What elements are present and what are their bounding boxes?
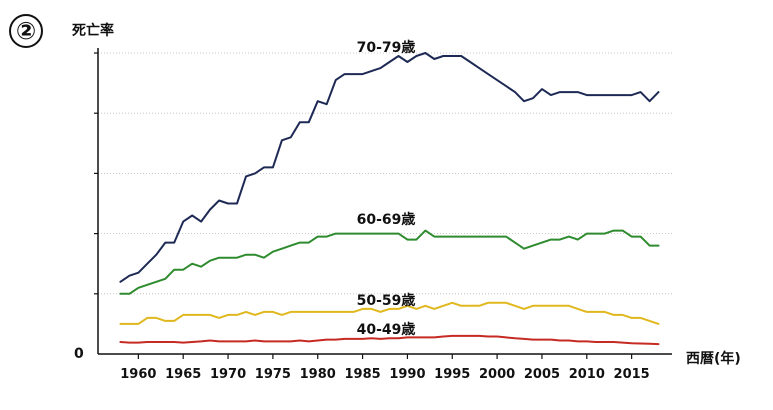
- series-label-1: 70-79歳: [357, 39, 416, 56]
- x-tick-label-2000: 2000: [479, 367, 515, 382]
- series-label-2: 60-69歳: [357, 211, 416, 228]
- x-tick-label-2010: 2010: [569, 367, 605, 382]
- y-axis-label: 死亡率: [72, 23, 114, 39]
- x-tick-label-1975: 1975: [255, 367, 291, 382]
- x-tick-label-2005: 2005: [524, 367, 560, 382]
- series-label-4: 40-49歳: [357, 321, 416, 338]
- series-line-3: [119, 301, 660, 325]
- x-tick-label-2015: 2015: [614, 367, 650, 382]
- series-line-4: [119, 334, 660, 346]
- x-axis-label: 西暦(年): [686, 351, 741, 367]
- x-tick-label-1995: 1995: [434, 367, 470, 382]
- x-tick-label-1985: 1985: [344, 367, 380, 382]
- x-tick-label-1970: 1970: [210, 367, 246, 382]
- series-line-2: [119, 229, 660, 295]
- series-label-3: 50-59歳: [357, 292, 416, 309]
- x-tick-label-1980: 1980: [300, 367, 336, 382]
- series-line-1: [119, 52, 660, 283]
- figure-number-badge: ②: [9, 14, 43, 48]
- y-tick-label-0: 0: [74, 346, 84, 362]
- x-tick-label-1990: 1990: [389, 367, 425, 382]
- x-tick-label-1965: 1965: [165, 367, 201, 382]
- x-tick-label-1960: 1960: [120, 367, 156, 382]
